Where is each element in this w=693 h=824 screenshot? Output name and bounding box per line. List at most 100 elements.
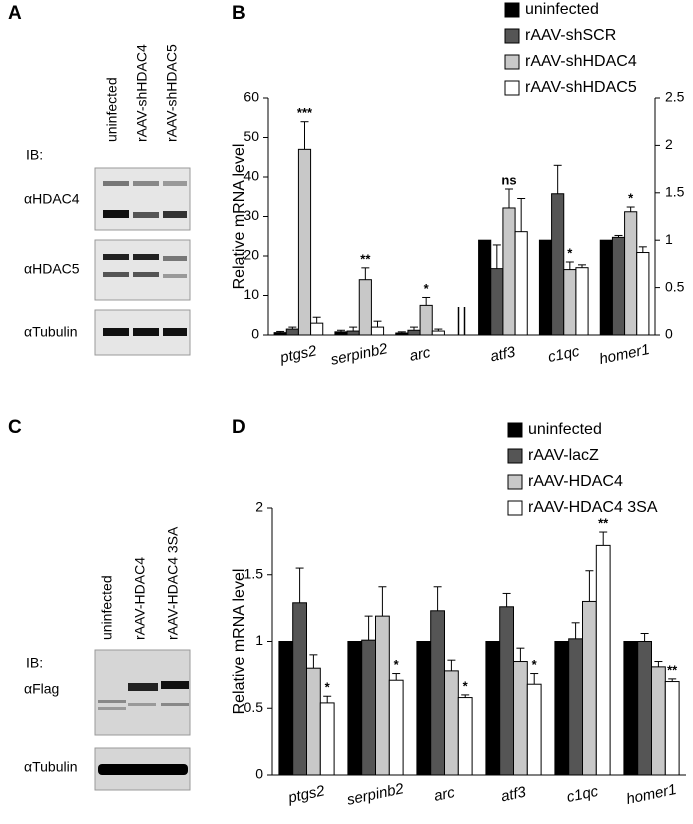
- lane-label: rAAV-shHDAC5: [164, 44, 180, 142]
- lane-label: uninfected: [104, 77, 120, 142]
- bar: [375, 615, 390, 776]
- panel-label: D: [232, 417, 246, 438]
- significance-label: *: [394, 657, 400, 672]
- significance-label: *: [463, 678, 469, 693]
- bar: [297, 148, 312, 336]
- significance-label: *: [567, 245, 573, 260]
- bar: [285, 328, 299, 336]
- y-tick-label: 0: [255, 766, 263, 782]
- y-tick-label: 20: [243, 247, 259, 263]
- bar: [624, 211, 638, 336]
- significance-label: *: [628, 190, 634, 205]
- bar: [407, 329, 421, 336]
- antibody-label: αTubulin: [24, 324, 78, 340]
- bar: [623, 641, 639, 776]
- significance-label: ***: [297, 105, 313, 120]
- bar: [478, 239, 492, 336]
- bar: [582, 600, 597, 776]
- y2-tick-label: 2: [665, 136, 673, 152]
- bar: [388, 679, 404, 776]
- legend-swatch: [507, 422, 523, 438]
- y-tick-label: 50: [243, 128, 259, 144]
- panel-label: A: [8, 3, 22, 24]
- legend-swatch: [504, 2, 520, 18]
- x-tick-label: atf3: [489, 343, 518, 365]
- bar: [636, 252, 650, 336]
- legend-swatch: [507, 500, 523, 516]
- bar: [310, 322, 324, 336]
- antibody-label: αHDAC4: [24, 191, 80, 207]
- bar: [370, 326, 385, 336]
- x-tick-label: arc: [408, 344, 432, 365]
- bar: [419, 304, 433, 336]
- bar: [334, 331, 348, 336]
- bar: [611, 236, 626, 336]
- y-tick-label: 30: [243, 207, 259, 223]
- bar: [664, 681, 680, 776]
- bar: [395, 332, 409, 336]
- x-tick-label: ptgs2: [286, 782, 327, 807]
- bar: [575, 267, 589, 336]
- significance-label: *: [532, 657, 538, 672]
- bar: [416, 641, 432, 776]
- panel-label: B: [232, 3, 246, 24]
- bar: [273, 332, 287, 336]
- bar: [538, 239, 553, 336]
- x-tick-label: ptgs2: [278, 342, 319, 367]
- x-tick-label: homer1: [625, 781, 678, 808]
- y-tick-label: 2: [255, 499, 263, 515]
- y-tick-label: 1.5: [244, 565, 264, 581]
- bar: [358, 279, 372, 336]
- y-axis-title: Relative mRNA level: [231, 144, 248, 290]
- bar: [319, 702, 335, 776]
- significance-label: *: [424, 281, 430, 296]
- y2-tick-label: 2.5: [665, 89, 685, 105]
- lane-label: rAAV-shHDAC4: [134, 44, 150, 142]
- significance-label: **: [598, 515, 609, 530]
- y-tick-label: 0.5: [244, 699, 264, 715]
- bar: [457, 697, 473, 776]
- significance-label: **: [360, 251, 371, 266]
- blot-images: [94, 167, 191, 791]
- y-tick-label: 40: [243, 168, 259, 184]
- y-tick-label: 60: [243, 89, 259, 105]
- ib-label: IB:: [26, 147, 43, 163]
- bar: [444, 670, 459, 776]
- lane-label: rAAV-HDAC4 3SA: [165, 526, 181, 640]
- bar: [347, 641, 363, 776]
- bar: [306, 667, 321, 776]
- legend-label: rAAV-shSCR: [525, 27, 616, 44]
- bar: [513, 661, 528, 776]
- legend-label: rAAV-HDAC4 3SA: [528, 499, 658, 516]
- x-tick-label: serpinb2: [345, 780, 405, 809]
- ib-label: IB:: [26, 655, 43, 671]
- significance-label: ns: [501, 172, 516, 187]
- legend-swatch: [504, 28, 520, 44]
- y-tick-label: 10: [243, 286, 259, 302]
- y-axis-title: Relative mRNA level: [231, 569, 248, 715]
- bar: [499, 606, 515, 776]
- bar: [514, 231, 528, 336]
- legend-label: rAAV-shHDAC5: [525, 79, 637, 96]
- lane-label: rAAV-HDAC4: [132, 557, 148, 640]
- legend-label: uninfected: [528, 421, 602, 438]
- bar: [568, 638, 584, 776]
- x-tick-label: arc: [432, 784, 456, 805]
- y-tick-label: 0: [251, 326, 259, 342]
- legend-swatch: [507, 474, 523, 490]
- bar: [490, 268, 504, 336]
- x-tick-label: atf3: [499, 783, 528, 805]
- bar: [599, 239, 613, 336]
- y2-tick-label: 0.5: [665, 278, 685, 294]
- antibody-label: αFlag: [24, 681, 59, 697]
- bar: [292, 602, 308, 776]
- y2-tick-label: 0: [665, 326, 673, 342]
- bar: [431, 330, 445, 336]
- lane-label: uninfected: [99, 575, 115, 640]
- bar: [637, 641, 653, 776]
- legend-label: rAAV-HDAC4: [528, 473, 623, 490]
- y2-tick-label: 1: [665, 231, 673, 247]
- bar: [563, 269, 577, 336]
